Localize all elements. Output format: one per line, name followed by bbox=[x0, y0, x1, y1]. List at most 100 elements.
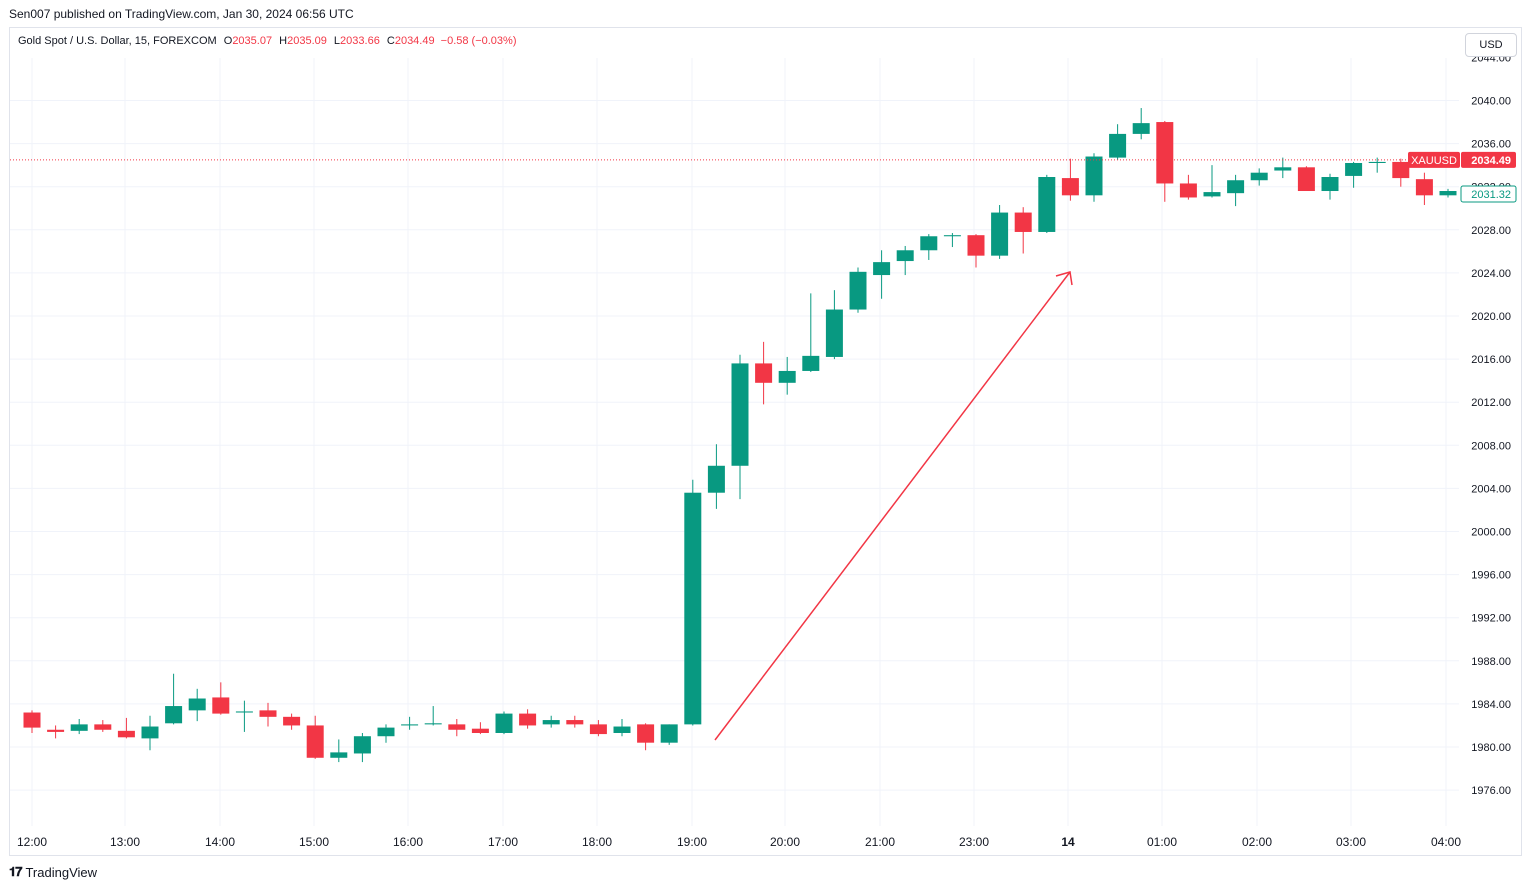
candle-body bbox=[1274, 167, 1292, 171]
candle bbox=[471, 722, 489, 735]
candle-body bbox=[1297, 167, 1315, 192]
currency-button[interactable]: USD bbox=[1465, 33, 1517, 57]
y-tick-label: 2024.00 bbox=[1471, 268, 1511, 280]
x-tick-label: 23:00 bbox=[959, 835, 989, 849]
candle-body bbox=[70, 724, 88, 731]
candle-body bbox=[920, 236, 938, 251]
candle-body bbox=[1061, 178, 1079, 196]
x-tick-label: 02:00 bbox=[1242, 835, 1272, 849]
x-tick-label: 21:00 bbox=[865, 835, 895, 849]
candle bbox=[495, 711, 513, 735]
x-tick-label: 13:00 bbox=[110, 835, 140, 849]
candle-body bbox=[495, 713, 513, 733]
candle bbox=[684, 479, 702, 726]
candle-body bbox=[1156, 122, 1174, 184]
open-label: O bbox=[223, 35, 233, 47]
candle bbox=[1156, 120, 1174, 202]
low-label: L bbox=[333, 35, 341, 47]
y-tick-label: 2004.00 bbox=[1471, 483, 1511, 495]
candle bbox=[731, 354, 749, 500]
candle bbox=[1368, 157, 1386, 173]
publisher-line: Sen007 published on TradingView.com, Jan… bbox=[9, 7, 354, 21]
symbol-legend: Gold Spot / U.S. Dollar, 15, FOREXCOM O2… bbox=[18, 35, 517, 47]
last-price-text: 2034.49 bbox=[1471, 155, 1511, 167]
candle bbox=[259, 702, 277, 727]
candle-body bbox=[235, 711, 253, 713]
y-tick-label: 1988.00 bbox=[1471, 656, 1511, 668]
candle-body bbox=[896, 250, 914, 262]
candle bbox=[991, 205, 1009, 259]
candle bbox=[235, 700, 253, 732]
candle bbox=[117, 717, 135, 739]
candle bbox=[1203, 165, 1221, 198]
trend-arrow-shaft bbox=[714, 271, 1071, 741]
y-tick-label: 1984.00 bbox=[1471, 699, 1511, 711]
candle-body bbox=[613, 726, 631, 733]
candle-body bbox=[1085, 156, 1103, 196]
y-tick-label: 1996.00 bbox=[1471, 570, 1511, 582]
candle-body bbox=[542, 720, 560, 725]
last-price-badge bbox=[1461, 151, 1516, 168]
candle bbox=[23, 710, 41, 733]
candle-body bbox=[23, 712, 41, 728]
x-tick-label: 04:00 bbox=[1431, 835, 1461, 849]
symbol-badge bbox=[1408, 151, 1460, 168]
price-labels: XAUUSD 2034.49 2031.32 bbox=[1408, 151, 1517, 203]
candle bbox=[1392, 158, 1410, 187]
candle-body bbox=[755, 363, 773, 383]
second-price-text: 2031.32 bbox=[1471, 189, 1511, 201]
y-tick-label: 2020.00 bbox=[1471, 311, 1511, 323]
candle-body bbox=[660, 724, 678, 743]
candle-body bbox=[330, 752, 348, 758]
open-value: 2035.07 bbox=[232, 35, 273, 47]
candle bbox=[47, 725, 65, 739]
y-tick-label: 1992.00 bbox=[1471, 613, 1511, 625]
x-tick-label: 12:00 bbox=[17, 835, 47, 849]
y-tick-label: 2036.00 bbox=[1471, 139, 1511, 151]
trend-arrow-head bbox=[1055, 271, 1073, 286]
close-value: 2034.49 bbox=[394, 35, 435, 47]
candle-body bbox=[707, 465, 725, 493]
candle-body bbox=[1250, 172, 1268, 181]
candle-body bbox=[1345, 162, 1363, 176]
candle bbox=[755, 341, 773, 405]
candle bbox=[1439, 188, 1457, 198]
y-tick-label: 2012.00 bbox=[1471, 397, 1511, 409]
candle-body bbox=[825, 309, 843, 357]
candle-body bbox=[519, 713, 537, 726]
candle-body bbox=[589, 724, 607, 735]
candle bbox=[637, 723, 655, 751]
candle bbox=[141, 715, 159, 751]
candle bbox=[1227, 174, 1245, 207]
candle-body bbox=[47, 729, 65, 732]
candle bbox=[1321, 173, 1339, 200]
candle-body bbox=[212, 697, 230, 714]
y-tick-label: 2028.00 bbox=[1471, 225, 1511, 237]
candle bbox=[920, 234, 938, 260]
candle bbox=[283, 713, 301, 730]
candle bbox=[1014, 207, 1032, 254]
candle bbox=[519, 709, 537, 729]
candle bbox=[566, 715, 584, 728]
candle-body bbox=[566, 720, 584, 725]
candle-body bbox=[94, 724, 112, 730]
candle-body bbox=[424, 723, 442, 725]
candle-body bbox=[377, 727, 395, 737]
candle-body bbox=[991, 212, 1009, 256]
candlestick-series bbox=[23, 108, 1457, 763]
candle bbox=[1109, 124, 1127, 160]
candle bbox=[330, 739, 348, 763]
candle bbox=[825, 290, 843, 360]
low-value: 2033.66 bbox=[340, 35, 380, 47]
footer-brand[interactable]: 𝟏𝟕 TradingView bbox=[9, 864, 97, 880]
symbol-title: Gold Spot / U.S. Dollar, 15, FOREXCOM bbox=[18, 35, 217, 47]
candle-body bbox=[1439, 191, 1457, 196]
candle bbox=[589, 720, 607, 737]
change-value: −0.58 (−0.03%) bbox=[440, 35, 517, 47]
candle-body bbox=[471, 728, 489, 733]
candle-body bbox=[684, 492, 702, 725]
x-tick-label: 14:00 bbox=[205, 835, 235, 849]
high-label: H bbox=[279, 35, 288, 47]
candle-body bbox=[141, 726, 159, 739]
